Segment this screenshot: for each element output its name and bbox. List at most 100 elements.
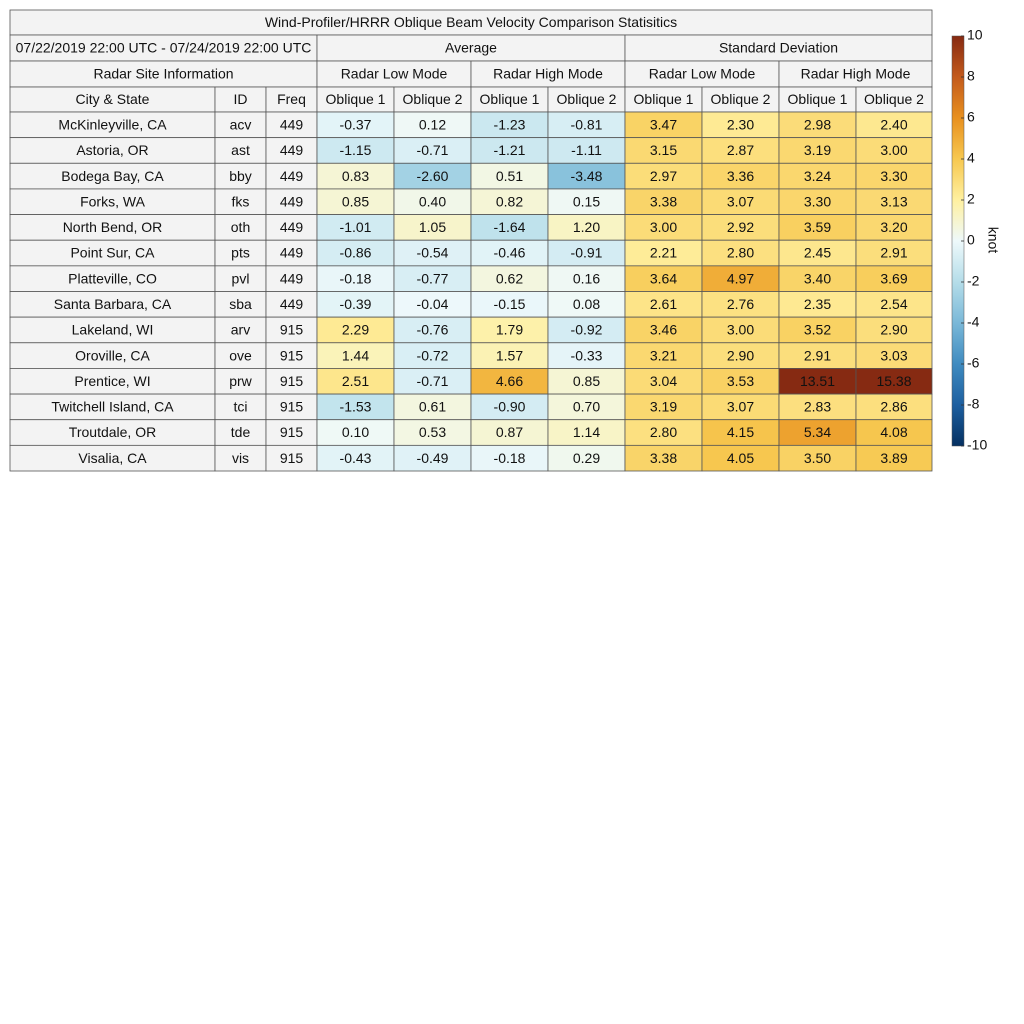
site-id-cell	[214, 393, 267, 421]
value: 13.51	[800, 373, 835, 389]
colorbar-tick-label: 4	[967, 150, 975, 166]
frequency: 449	[280, 296, 304, 312]
value: 3.89	[880, 450, 907, 466]
value-cell	[855, 393, 933, 421]
value: 2.90	[880, 322, 907, 338]
value: 3.20	[880, 219, 907, 235]
value: 2.30	[727, 117, 754, 133]
frequency-cell	[265, 291, 318, 318]
value: -0.49	[417, 450, 449, 466]
city-cell	[9, 111, 216, 139]
site-id: sba	[229, 296, 252, 312]
value-cell	[316, 368, 395, 395]
value: 3.21	[650, 347, 677, 363]
value: 0.10	[342, 424, 369, 440]
value-cell	[393, 291, 472, 318]
city-cell	[9, 444, 216, 472]
colorbar-tick-label: 8	[967, 68, 975, 84]
city-cell	[9, 239, 216, 267]
value: 0.70	[573, 399, 600, 415]
frequency-cell	[265, 188, 318, 215]
value: -1.11	[571, 142, 602, 158]
value-cell	[470, 393, 549, 421]
table-title-cell	[9, 9, 933, 36]
value: 3.13	[880, 193, 907, 209]
value-cell	[701, 444, 780, 472]
period-cell	[9, 34, 318, 62]
frequency: 449	[280, 142, 304, 158]
site-id-cell	[214, 111, 267, 139]
frequency-cell	[265, 214, 318, 241]
colorbar-label: knot	[985, 227, 1001, 254]
value: 3.15	[650, 142, 677, 158]
value: 2.61	[650, 296, 677, 312]
frequency: 915	[280, 322, 304, 338]
city-cell	[9, 291, 216, 318]
value-cell	[778, 393, 857, 421]
frequency: 915	[280, 399, 304, 415]
site-id: ove	[229, 347, 252, 363]
value: -0.77	[417, 270, 449, 286]
value-cell	[778, 342, 857, 369]
value: -0.15	[494, 296, 526, 312]
value: 2.21	[650, 245, 677, 261]
value-cell	[393, 419, 472, 446]
value: 2.90	[727, 347, 754, 363]
value: 0.87	[496, 424, 523, 440]
value-cell	[701, 342, 780, 369]
value: 4.15	[727, 424, 754, 440]
value-cell	[701, 239, 780, 267]
value-cell	[701, 419, 780, 446]
city-cell	[9, 393, 216, 421]
site-id: bby	[229, 168, 252, 184]
frequency: 915	[280, 424, 304, 440]
value: -0.90	[494, 399, 526, 415]
value: -1.53	[340, 399, 372, 415]
colorbar-tick-label: -10	[967, 437, 987, 453]
value: 3.38	[650, 193, 677, 209]
frequency-cell	[265, 419, 318, 446]
frequency-cell	[265, 444, 318, 472]
value: 3.07	[727, 193, 754, 209]
value: -0.18	[340, 270, 372, 286]
value-cell	[624, 239, 703, 267]
frequency-cell	[265, 265, 318, 292]
site-id-cell	[214, 265, 267, 292]
value: 2.92	[727, 219, 754, 235]
value: 2.40	[880, 117, 907, 133]
value: 3.30	[880, 168, 907, 184]
value-cell	[855, 162, 933, 190]
column-header: City & State	[76, 91, 150, 107]
value: 2.45	[804, 245, 831, 261]
value-cell	[778, 316, 857, 344]
value: 4.08	[880, 424, 907, 440]
value: 2.87	[727, 142, 754, 158]
value: 3.30	[804, 193, 831, 209]
value: 2.76	[727, 296, 754, 312]
beam-header: Oblique 2	[403, 91, 463, 107]
value: 3.04	[650, 373, 677, 389]
value: -1.21	[494, 142, 526, 158]
frequency: 449	[280, 117, 304, 133]
mode-header-cell	[316, 60, 472, 88]
city: Visalia, CA	[78, 450, 147, 466]
frequency: 915	[280, 373, 304, 389]
colorbar-tick-label: -8	[967, 396, 980, 412]
value: 4.97	[727, 270, 754, 286]
value: 0.16	[573, 270, 600, 286]
beam-header-cell	[778, 86, 857, 113]
value: 3.24	[804, 168, 831, 184]
value: -0.86	[340, 245, 372, 261]
beam-header: Oblique 1	[326, 91, 386, 107]
value: 2.51	[342, 373, 369, 389]
value: -0.43	[340, 450, 372, 466]
value-cell	[547, 291, 626, 318]
value: 2.98	[804, 117, 831, 133]
site-id: pts	[231, 245, 250, 261]
frequency: 449	[280, 193, 304, 209]
site-id: vis	[232, 450, 249, 466]
beam-header: Oblique 1	[480, 91, 540, 107]
frequency: 449	[280, 219, 304, 235]
value: -0.91	[571, 245, 603, 261]
